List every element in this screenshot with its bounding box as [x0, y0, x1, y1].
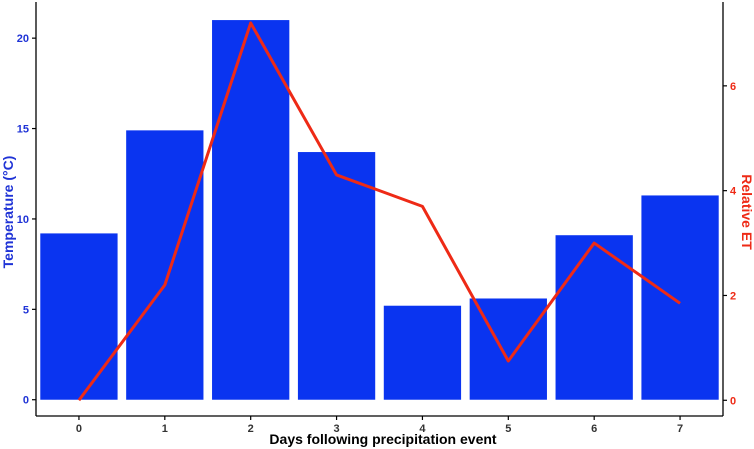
bar-day-7 [641, 195, 719, 400]
x-tick-label: 7 [677, 423, 683, 435]
bar-day-6 [555, 235, 633, 400]
y-axis-title-left: Temperature (°C) [0, 156, 16, 269]
right-tick-label: 4 [730, 186, 737, 198]
left-tick-label: 15 [17, 124, 29, 136]
axes-layer: 0 5 10 15 20 0 2 4 6 0 1 2 3 4 5 6 7 [17, 2, 737, 435]
line-layer [77, 21, 681, 402]
right-tick-label: 2 [730, 290, 736, 302]
bar-day-3 [297, 152, 376, 400]
bar-day-1 [126, 130, 204, 400]
left-tick-label: 20 [17, 33, 29, 45]
left-tick-label: 0 [23, 395, 29, 407]
bar-day-2 [212, 20, 290, 400]
bar-day-0 [40, 233, 118, 400]
x-tick-label: 3 [334, 423, 340, 435]
x-tick-label: 5 [505, 423, 511, 435]
bar-day-4 [383, 305, 462, 400]
x-tick-label: 4 [419, 423, 426, 435]
x-tick-label: 0 [76, 423, 82, 435]
x-tick-label: 6 [591, 423, 597, 435]
x-tick-label: 1 [162, 423, 168, 435]
bars-layer [40, 20, 719, 400]
y-axis-title-right: Relative ET [739, 174, 754, 250]
left-tick-label: 10 [17, 214, 29, 226]
relative-et-line [77, 21, 681, 402]
x-tick-label: 2 [248, 423, 254, 435]
x-axis-title: Days following precipitation event [269, 431, 496, 447]
right-tick-label: 6 [730, 81, 736, 93]
left-tick-label: 5 [23, 304, 29, 316]
right-tick-label: 0 [730, 395, 736, 407]
